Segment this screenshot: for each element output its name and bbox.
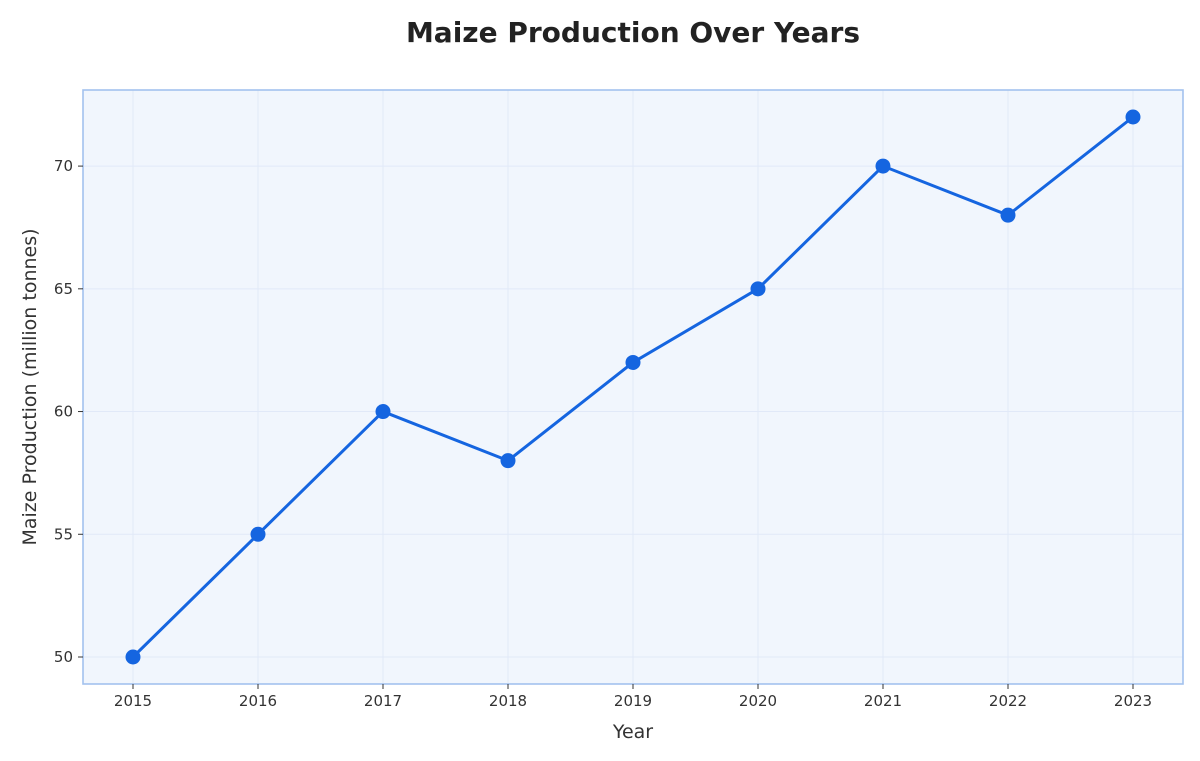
data-point — [250, 526, 266, 542]
y-tick-label: 55 — [54, 525, 73, 543]
data-point — [750, 281, 766, 297]
data-point — [375, 404, 391, 420]
y-axis-label: Maize Production (million tonnes) — [19, 228, 41, 545]
y-tick-label: 70 — [54, 157, 73, 175]
x-tick-label: 2015 — [114, 692, 152, 710]
data-point — [625, 354, 641, 370]
x-tick-label: 2022 — [989, 692, 1027, 710]
x-tick-label: 2019 — [614, 692, 652, 710]
data-points — [125, 109, 1141, 665]
data-point — [1000, 207, 1016, 223]
x-tick-label: 2018 — [489, 692, 527, 710]
x-axis-ticks: 2015 2016 2017 2018 2019 2020 2021 2022 2023 — [114, 684, 1152, 710]
y-tick-label: 60 — [54, 403, 73, 421]
data-point — [1125, 109, 1141, 125]
chart-title: Maize Production Over Years — [406, 16, 860, 49]
data-point — [500, 453, 516, 469]
x-tick-label: 2023 — [1114, 692, 1152, 710]
x-tick-label: 2016 — [239, 692, 277, 710]
x-tick-label: 2020 — [739, 692, 777, 710]
data-point — [125, 649, 141, 665]
y-tick-label: 50 — [54, 648, 73, 666]
x-axis-label: Year — [612, 721, 653, 743]
grid-lines — [83, 90, 1183, 684]
y-tick-label: 65 — [54, 280, 73, 298]
y-axis-ticks: 50 55 60 65 70 — [54, 157, 83, 666]
data-point — [875, 158, 891, 174]
x-tick-label: 2021 — [864, 692, 902, 710]
x-tick-label: 2017 — [364, 692, 402, 710]
